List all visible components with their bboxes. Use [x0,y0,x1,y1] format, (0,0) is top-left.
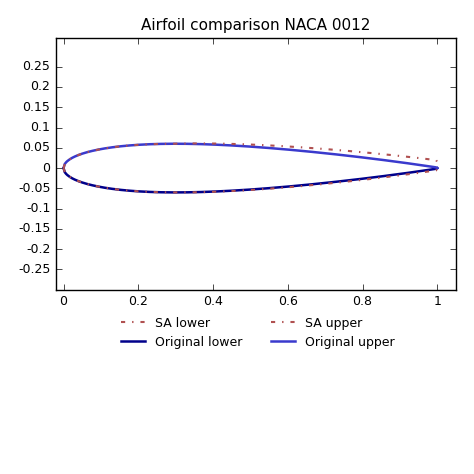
Title: Airfoil comparison NACA 0012: Airfoil comparison NACA 0012 [141,18,371,33]
Legend: SA lower, Original lower, SA upper, Original upper: SA lower, Original lower, SA upper, Orig… [112,311,400,354]
